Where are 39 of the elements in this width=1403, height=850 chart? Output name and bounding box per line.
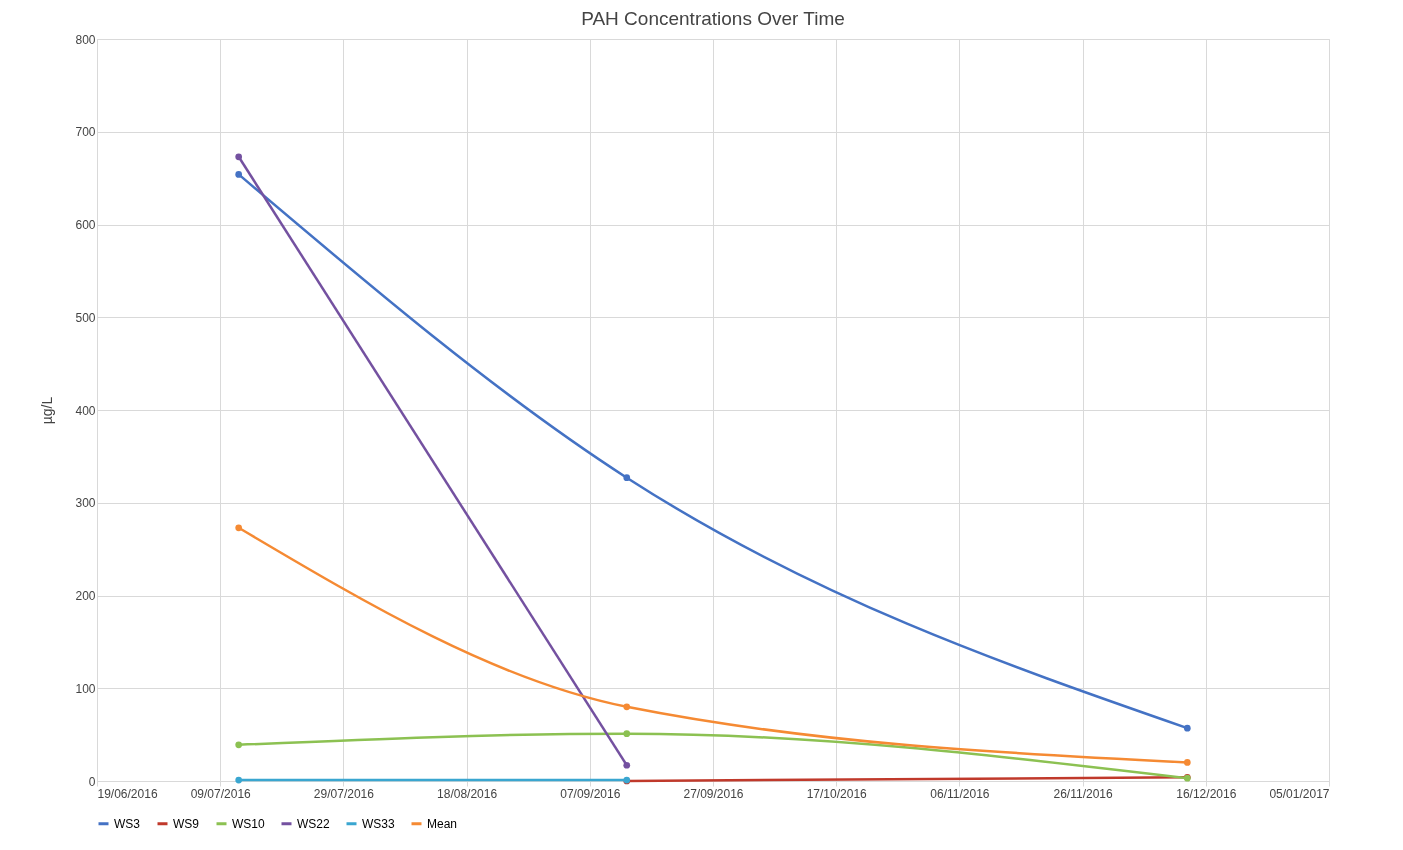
y-tick-label: 100 (75, 681, 96, 696)
chart-title: PAH Concentrations Over Time (581, 8, 845, 29)
x-tick-label: 07/09/2016 (560, 786, 621, 801)
x-tick-label: 17/10/2016 (806, 786, 868, 801)
legend-label: WS10 (232, 816, 265, 831)
point (623, 730, 631, 738)
point (623, 474, 631, 482)
point (1183, 759, 1191, 766)
point (623, 761, 631, 769)
x-tick-label: 09/07/2016 (190, 786, 252, 801)
y-tick-label: 400 (75, 403, 96, 418)
x-tick-label: 27/09/2016 (683, 786, 744, 801)
legend-label: WS9 (173, 816, 200, 831)
x-tick-label: 29/07/2016 (313, 786, 375, 801)
y-tick-label: 600 (75, 218, 96, 232)
point (235, 153, 243, 161)
x-tick-label: 26/11/2016 (1053, 786, 1114, 801)
point (1183, 724, 1191, 732)
y-tick-label: 0 (88, 774, 96, 789)
point (235, 741, 243, 749)
point (235, 524, 243, 532)
legend-label: WS3 (114, 816, 141, 831)
y-tick-label: 500 (75, 310, 96, 325)
x-tick-label: 06/11/2016 (930, 786, 990, 801)
y-axis-title: µg/L (39, 396, 56, 425)
y-tick-label: 300 (75, 496, 96, 511)
x-tick-label: 19/06/2016 (97, 786, 158, 801)
legend-label: Mean (427, 816, 458, 831)
x-tick-label: 18/08/2016 (437, 786, 498, 801)
point (235, 171, 243, 178)
x-tick-label: 16/12/2016 (1176, 786, 1237, 801)
y-tick-label: 700 (75, 125, 96, 140)
point (235, 776, 243, 784)
point (623, 703, 631, 711)
x-tick-label: 05/01/2017 (1269, 786, 1330, 801)
y-tick-label: 800 (75, 32, 96, 47)
legend-label: WS33 (362, 816, 395, 831)
legend-label: WS22 (297, 816, 330, 831)
y-tick-label: 200 (75, 589, 96, 603)
